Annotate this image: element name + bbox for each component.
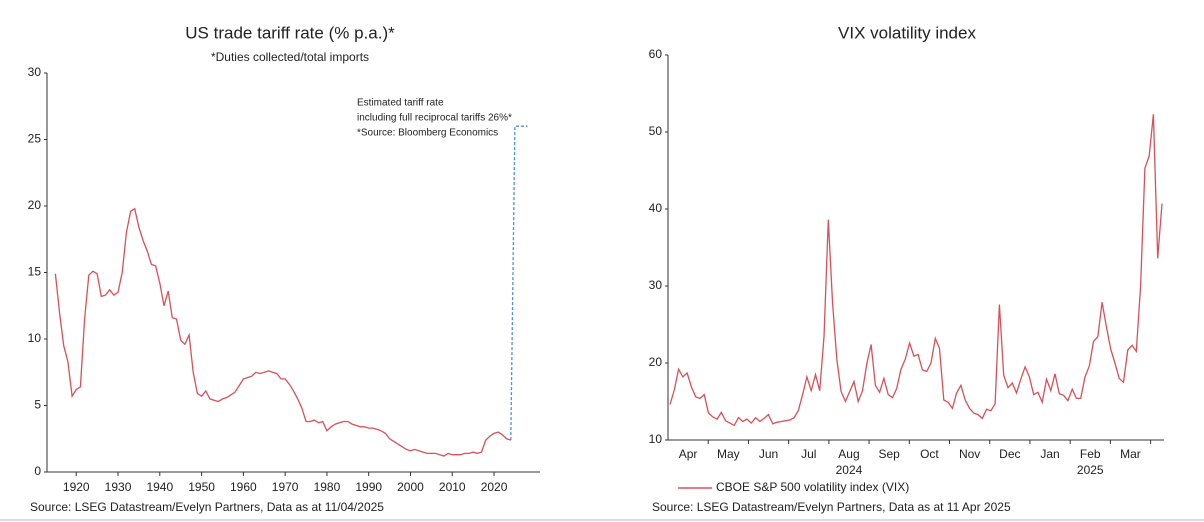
y-tick-label: 40: [649, 201, 663, 215]
source-note: Source: LSEG Datastream/Evelyn Partners,…: [30, 500, 384, 514]
series-line: [510, 125, 528, 441]
y-tick-label: 20: [28, 198, 42, 212]
annotation: *Source: Bloomberg Economics: [357, 128, 498, 139]
x-tick-label: 2000: [397, 480, 424, 494]
x-tick-label: 1920: [63, 480, 90, 494]
x-tick-label: 1950: [188, 480, 215, 494]
x-tick-label: 1990: [355, 480, 382, 494]
y-tick-label: 25: [28, 132, 42, 146]
series-line: [54, 207, 511, 457]
year-label: 2024: [836, 463, 863, 477]
x-tick-label: Aug: [838, 447, 859, 461]
y-tick-label: 10: [28, 331, 42, 345]
x-tick-label: 1970: [272, 480, 299, 494]
chart-title: VIX volatility index: [838, 23, 976, 42]
series-line: [669, 114, 1163, 427]
annotation: Estimated tariff rate: [357, 98, 444, 109]
y-tick-label: 50: [649, 124, 663, 138]
y-tick-label: 15: [28, 265, 42, 279]
x-tick-label: Jul: [801, 447, 816, 461]
y-tick-label: 0: [34, 464, 41, 478]
source-note: Source: LSEG Datastream/Evelyn Partners,…: [652, 500, 1011, 514]
year-label: 2025: [1077, 463, 1104, 477]
y-tick-label: 30: [28, 65, 42, 79]
x-tick-label: 2010: [439, 480, 466, 494]
x-tick-label: 2020: [481, 480, 508, 494]
x-tick-label: Oct: [920, 447, 939, 461]
legend-label: CBOE S&P 500 volatility index (VIX): [716, 480, 909, 494]
x-tick-label: 1930: [105, 480, 132, 494]
y-tick-label: 20: [649, 355, 663, 369]
x-tick-label: Apr: [679, 447, 698, 461]
annotation: including full reciprocal tariffs 26%*: [357, 113, 512, 124]
x-tick-label: Jun: [759, 447, 778, 461]
x-tick-label: 1960: [230, 480, 257, 494]
y-tick-label: 60: [649, 47, 663, 61]
x-tick-label: Nov: [959, 447, 980, 461]
x-tick-label: 1940: [146, 480, 173, 494]
chart-title: US trade tariff rate (% p.a.)*: [185, 23, 395, 42]
x-tick-label: 1980: [314, 480, 341, 494]
x-tick-label: Mar: [1120, 447, 1141, 461]
x-tick-label: Feb: [1080, 447, 1101, 461]
x-tick-label: Sep: [879, 447, 901, 461]
y-tick-label: 10: [649, 432, 663, 446]
x-tick-label: May: [717, 447, 740, 461]
chart-subtitle: *Duties collected/total imports: [211, 50, 369, 64]
x-tick-label: Dec: [999, 447, 1020, 461]
y-tick-label: 30: [649, 278, 663, 292]
x-tick-label: Jan: [1040, 447, 1059, 461]
y-tick-label: 5: [34, 398, 41, 412]
